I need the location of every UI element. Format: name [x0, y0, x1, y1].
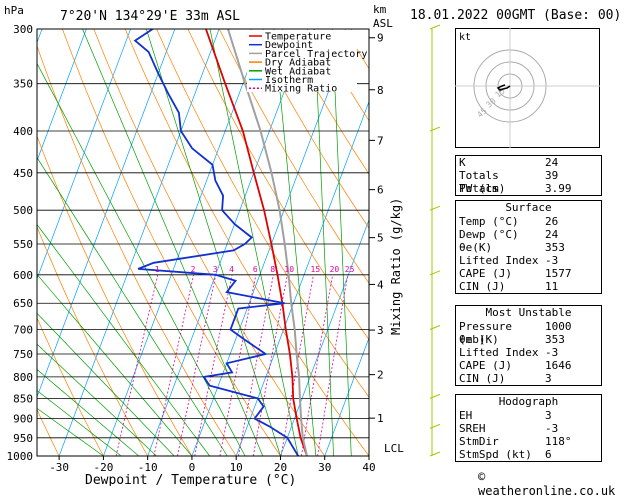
- wet-adiabat-line: [19, 29, 245, 456]
- km-tick-label: 3: [377, 324, 384, 337]
- km-tick-label: 9: [377, 32, 384, 45]
- most-unstable-row: Pressure (mb)1000: [456, 320, 601, 333]
- pressure-tick-label: 550: [13, 238, 33, 251]
- mixing-ratio-label: 15: [311, 265, 321, 274]
- hodograph-title: Hodograph: [456, 395, 601, 409]
- surface-row: θe(K)353: [456, 241, 601, 254]
- run-date: 18.01.2022 00GMT (Base: 00): [410, 8, 621, 23]
- most-unstable-row: CIN (J)3: [456, 372, 601, 385]
- km-tick-label: 4: [377, 278, 384, 291]
- most-unstable-row: Lifted Index-3: [456, 346, 601, 359]
- pressure-tick-label: 950: [13, 432, 33, 445]
- mixing-ratio-label: 20: [330, 265, 340, 274]
- pressure-tick-label: 350: [13, 78, 33, 91]
- surface-row: Dewp (°C)24: [456, 228, 601, 241]
- temp-tick-label: 30: [318, 461, 331, 474]
- mixing-ratio-line: [195, 275, 232, 456]
- wet-adiabat-line: [146, 29, 280, 456]
- mixing-ratio-label: 10: [284, 265, 294, 274]
- km-tick-label: 6: [377, 184, 384, 197]
- mixing-ratio-axis-label: Mixing Ratio (g/kg): [389, 198, 403, 335]
- surface-row: CAPE (J)1577: [456, 267, 601, 280]
- asl-label: ASL: [373, 17, 393, 30]
- mixing-ratio-line: [116, 275, 158, 456]
- surface-row: CIN (J)11: [456, 280, 601, 293]
- mixing-ratio-label: 8: [270, 265, 275, 274]
- pressure-tick-label: 700: [13, 324, 33, 337]
- pressure-tick-label: 900: [13, 413, 33, 426]
- mixing-ratio-label: 25: [345, 265, 355, 274]
- dry-adiabat-line: [31, 29, 236, 456]
- pressure-tick-label: 650: [13, 297, 33, 310]
- credit: © weatheronline.co.uk: [478, 470, 629, 498]
- temp-tick-label: -30: [49, 461, 69, 474]
- pressure-tick-label: 850: [13, 392, 33, 405]
- pressure-tick-label: 1000: [7, 450, 34, 463]
- hpa-label: hPa: [4, 4, 24, 17]
- pressure-tick-label: 450: [13, 167, 33, 180]
- km-tick-label: 7: [377, 134, 384, 147]
- hodograph-unit: kt: [459, 32, 471, 43]
- surface-panel: Surface Temp (°C)26 Dewp (°C)24 θe(K)353…: [455, 200, 602, 294]
- lcl-label: LCL: [384, 442, 404, 455]
- most-unstable-row: θe (K)353: [456, 333, 601, 346]
- pressure-tick-label: 750: [13, 348, 33, 361]
- most-unstable-panel: Most Unstable Pressure (mb)1000 θe (K)35…: [455, 305, 602, 386]
- mixing-ratio-label: 3: [213, 265, 218, 274]
- legend-label: Mixing Ratio: [265, 84, 337, 95]
- pressure-tick-label: 600: [13, 269, 33, 282]
- surface-row: Temp (°C)26: [456, 215, 601, 228]
- isotherm-line: [59, 29, 219, 456]
- most-unstable-row: CAPE (J)1646: [456, 359, 601, 372]
- wet-adiabat-line: [0, 29, 227, 456]
- km-tick-label: 5: [377, 232, 384, 245]
- temp-tick-label: 40: [362, 461, 375, 474]
- mixing-ratio-label: 2: [191, 265, 196, 274]
- km-label: km: [373, 3, 387, 16]
- wind-barb: [430, 25, 440, 29]
- mixing-ratio-label: 4: [229, 265, 234, 274]
- hodograph-row: SREH-3: [456, 422, 601, 435]
- km-tick-label: 8: [377, 84, 384, 97]
- mixing-ratio-line: [239, 275, 274, 456]
- pressure-tick-label: 300: [13, 23, 33, 36]
- surface-title: Surface: [456, 201, 601, 215]
- mixing-ratio-label: 1: [155, 265, 160, 274]
- hodograph-frame: [456, 29, 600, 148]
- most-unstable-title: Most Unstable: [456, 306, 601, 320]
- mixing-ratio-label: 6: [253, 265, 258, 274]
- pressure-tick-label: 800: [13, 371, 33, 384]
- mixing-ratio-line: [154, 275, 194, 456]
- hodograph-row: StmSpd (kt)6: [456, 448, 601, 461]
- km-tick-label: 1: [377, 412, 384, 425]
- pressure-tick-label: 400: [13, 125, 33, 138]
- surface-row: Lifted Index-3: [456, 254, 601, 267]
- hodograph: kt 15 30 45: [455, 28, 600, 148]
- km-tick-label: 2: [377, 369, 384, 382]
- pressure-tick-label: 500: [13, 204, 33, 217]
- index-row: PW (cm)3.99: [456, 182, 601, 195]
- location-title: 7°20'N 134°29'E 33m ASL: [60, 9, 240, 24]
- x-axis-label: Dewpoint / Temperature (°C): [85, 473, 296, 486]
